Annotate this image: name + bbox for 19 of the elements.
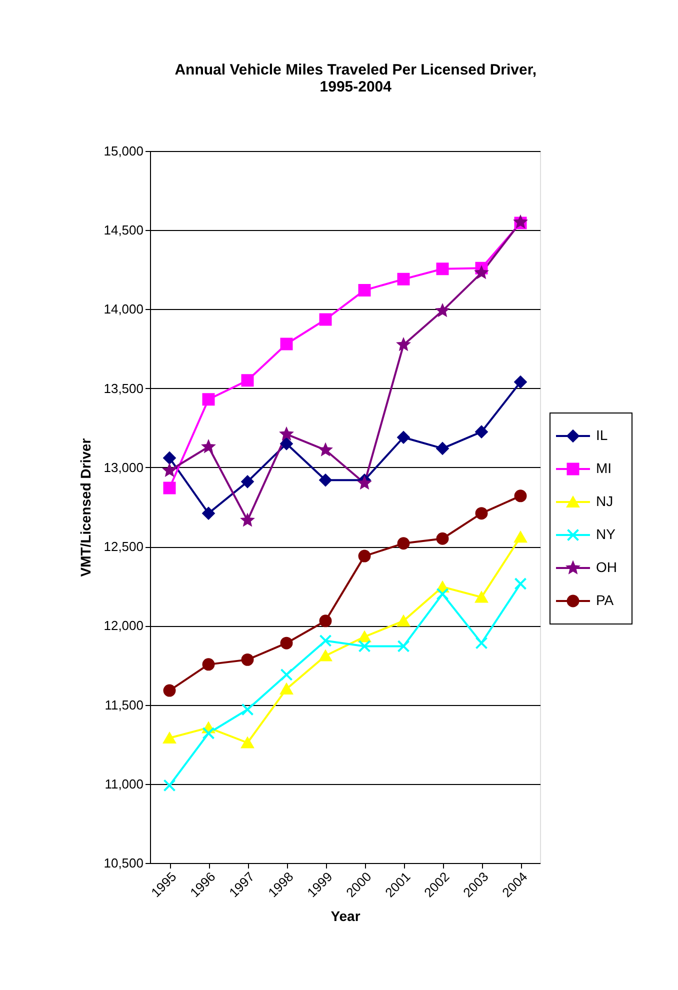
legend-label: NJ [596, 493, 614, 509]
legend-label: PA [596, 592, 614, 608]
y-tick-label: 11,000 [104, 776, 144, 792]
y-tick-label: 14,000 [104, 302, 144, 317]
y-axis-title: VMT/Licensed Driver [78, 438, 94, 577]
x-axis-title: Year [330, 908, 361, 924]
chart-title: Annual Vehicle Miles Traveled Per Licensed Driver, 1995-2004 [174, 62, 537, 96]
legend-label: MI [596, 460, 612, 476]
y-tick-label: 11,500 [104, 697, 144, 712]
y-tick-label: 12,000 [104, 618, 144, 634]
legend-label: IL [596, 427, 608, 443]
y-tick-label: 14,500 [104, 222, 144, 238]
y-tick-label: 15,000 [104, 144, 144, 158]
y-tick-label: 12,500 [104, 539, 144, 554]
y-tick-label: 13,500 [104, 380, 144, 396]
y-tick-label: 13,000 [104, 460, 144, 475]
y-tick-label: 10,500 [104, 856, 144, 870]
legend-label: OH [596, 559, 617, 575]
legend-label: NY [596, 526, 616, 542]
